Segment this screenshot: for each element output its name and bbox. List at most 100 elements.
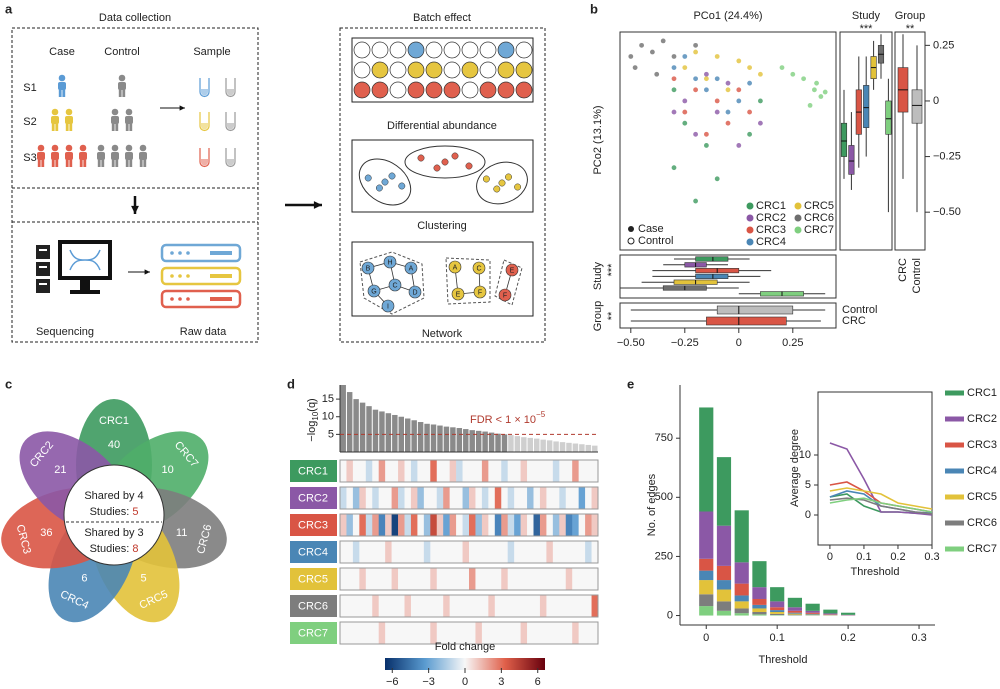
sample-cell [425,81,443,99]
legend-marker [746,202,754,210]
heat-cell [443,514,450,536]
node-label: I [387,303,389,310]
tube [225,148,236,168]
heat-cell [527,541,534,563]
heat-cell [469,514,476,536]
scatter-point [714,54,720,59]
bar [572,443,579,452]
sample-cell [497,41,515,59]
heat-cell [378,460,386,482]
heat-cell [436,541,444,563]
tube-liquid [201,89,208,96]
scatter-point [779,65,785,70]
heat-cell [578,487,586,509]
heat-cell [507,622,515,644]
scatter-point [693,76,698,82]
stacked-bar [805,610,820,613]
heat-cell [527,568,534,590]
raw-dot [178,251,182,255]
y-tick-label: 0 [805,509,811,521]
cluster-dot [381,178,389,186]
bar [469,430,475,452]
raw-dot [170,274,174,278]
server [36,245,50,259]
y-tick-label: 0 [933,95,939,107]
stacked-bar [716,580,732,590]
sample-cell [353,41,371,59]
heat-cell [501,514,508,536]
bar [475,430,482,452]
heat-cell [410,460,418,482]
scatter-point [736,58,742,64]
network-node [505,263,519,277]
annotation: FDR < 1 × 10−5 [470,410,546,426]
heat-cell [475,595,483,617]
heat-cell [533,595,541,617]
person-leg [129,159,133,167]
inset-frame [817,391,933,546]
legend-marker [794,202,802,210]
network-node [451,287,465,301]
heat-cell [514,595,521,617]
legend-label: CRC1 [967,387,997,399]
scatter-point [714,176,720,182]
person-body [58,82,66,90]
set-count: 11 [176,527,187,539]
person-leg [79,159,83,167]
heat-cell [546,514,554,536]
sample-cell [461,41,479,59]
heat-cell [443,622,450,644]
heat-cell [436,622,444,644]
scatter-point [704,87,709,93]
heat-cell [436,514,444,536]
person-head [51,108,59,116]
heat-cell [456,487,463,509]
heat-cell [346,541,354,563]
sample-cell [515,41,533,59]
heat-cell [436,460,444,482]
stacked-bar [752,587,767,599]
stacked-bar [805,612,820,614]
sample-cell [497,61,515,79]
raw-dot [170,297,174,301]
heat-cell [423,460,431,482]
cluster-dot [514,183,522,191]
person-head [65,144,73,152]
stacked-bar [699,407,714,512]
heat-cell [585,541,592,563]
person-leg [97,159,101,167]
heat-cell [417,460,425,482]
scatter-point [639,42,644,48]
node-label: F [503,292,507,299]
heat-cell [430,568,438,590]
heat-cell [462,487,470,509]
heat-cell [378,568,386,590]
row-label: CRC1 [298,465,328,477]
heat-cell [404,487,412,509]
heat-cell [378,541,386,563]
heat-cell [346,487,354,509]
heat-cell [456,568,463,590]
scatter-point [807,103,813,108]
node-label: B [366,265,371,272]
scatter-point [693,87,698,93]
heat-cell [456,460,463,482]
person-leg [55,123,59,131]
stacked-bar [752,611,767,615]
heat-cell [533,622,541,644]
heat-cell [469,622,476,644]
bar [463,429,469,452]
y-tick-label: 5 [805,479,811,491]
row-label: CRC5 [298,573,328,585]
heat-cell [378,487,386,509]
heat-cell [359,595,367,617]
group-label: CRC [897,258,909,282]
heat-cell [404,541,412,563]
heat-cell [443,595,450,617]
count: 5 [132,506,138,518]
sample-cell [443,61,461,79]
heat-cell [585,622,592,644]
heat-cell [481,595,489,617]
y-tick-label: 500 [655,491,673,503]
heat-cell [410,622,418,644]
